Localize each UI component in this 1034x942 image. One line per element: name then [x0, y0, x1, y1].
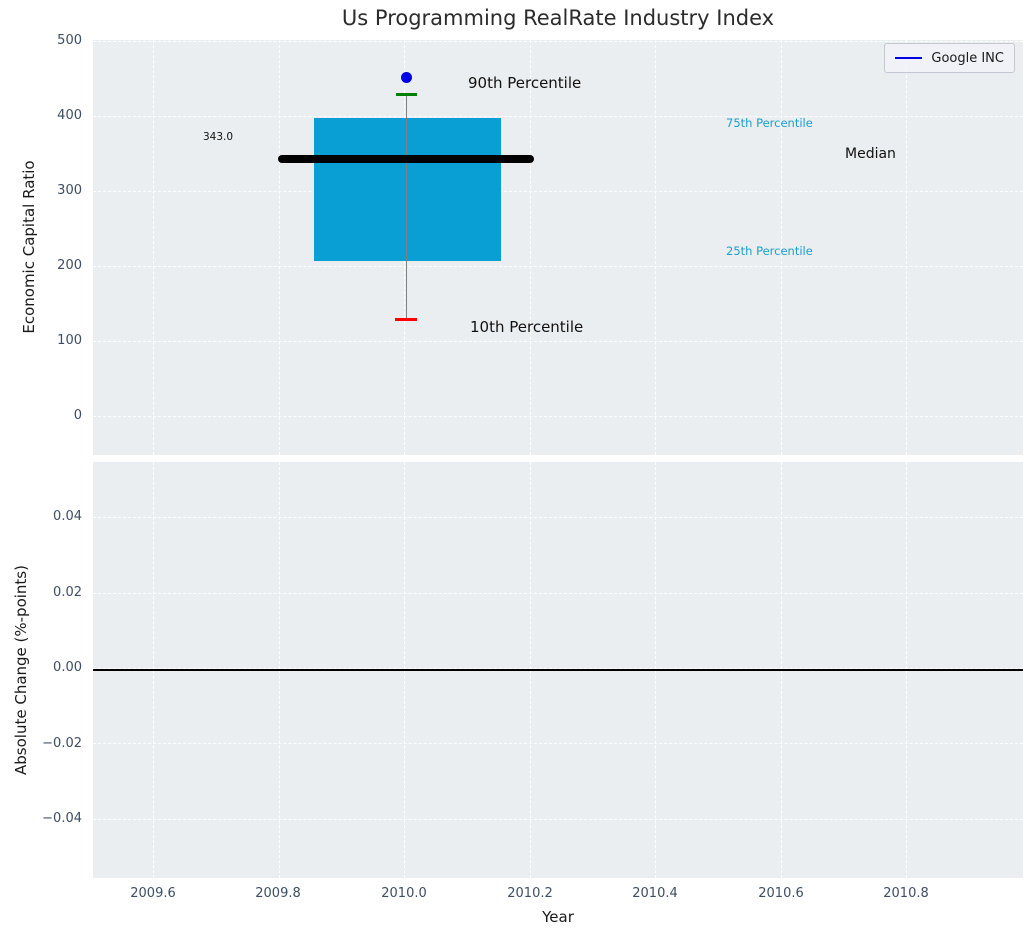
p10-annotation: 10th Percentile	[470, 318, 584, 336]
top-plot-area: 343.0 90th Percentile 10th Percentile 75…	[93, 40, 1023, 455]
gridline-horizontal	[93, 341, 1023, 342]
gridline-vertical	[780, 40, 782, 455]
gridline-horizontal	[93, 41, 1023, 42]
y-tick-label: −0.02	[42, 736, 82, 751]
x-tick-label: 2010.0	[381, 886, 427, 901]
y-tick-label: 500	[57, 33, 82, 48]
x-tick-label: 2010.2	[507, 886, 553, 901]
p75-annotation: 75th Percentile	[726, 116, 813, 130]
y-tick-label: 0	[73, 408, 82, 423]
p10-marker	[395, 318, 417, 321]
legend: Google INC	[884, 43, 1015, 73]
x-tick-label: 2010.6	[758, 886, 804, 901]
x-tick-label: 2010.4	[632, 886, 678, 901]
x-tick-label: 2009.8	[255, 886, 301, 901]
p90-marker	[396, 93, 417, 96]
company-point	[401, 72, 412, 83]
y-tick-label: 100	[57, 333, 82, 348]
zero-line	[93, 669, 1023, 671]
y-tick-label: 0.02	[53, 585, 82, 600]
gridline-horizontal	[93, 743, 1023, 744]
bottom-plot-area	[93, 462, 1023, 878]
bottom-y-axis-label: Absolute Change (%-points)	[12, 565, 30, 775]
x-tick-label: 2009.6	[130, 886, 176, 901]
gridline-horizontal	[93, 517, 1023, 518]
median-annotation: Median	[845, 146, 896, 162]
p25-annotation: 25th Percentile	[726, 244, 813, 258]
y-tick-label: 300	[57, 183, 82, 198]
gridline-vertical	[655, 40, 656, 455]
gridline-horizontal	[93, 116, 1023, 117]
y-tick-label: 0.04	[53, 509, 82, 524]
chart-title: Us Programming RealRate Industry Index	[341, 6, 775, 30]
y-tick-label: 200	[57, 258, 82, 273]
gridline-horizontal	[93, 668, 1023, 669]
gridline-vertical	[906, 40, 907, 455]
p90-annotation: 90th Percentile	[468, 74, 582, 92]
x-tick-label: 2010.8	[883, 886, 929, 901]
legend-line-sample	[895, 57, 923, 59]
legend-label: Google INC	[931, 50, 1004, 66]
gridline-horizontal	[93, 416, 1023, 417]
top-y-axis-label: Economic Capital Ratio	[20, 160, 38, 334]
median-value-annotation: 343.0	[203, 131, 234, 143]
y-tick-label: 400	[57, 108, 82, 123]
whisker-line	[406, 95, 407, 320]
gridline-horizontal	[93, 593, 1023, 594]
gridline-horizontal	[93, 191, 1023, 192]
gridline-vertical	[529, 40, 531, 455]
gridline-vertical	[278, 40, 280, 455]
gridline-horizontal	[93, 819, 1023, 820]
y-tick-label: 0.00	[53, 660, 82, 675]
y-tick-label: −0.04	[42, 811, 82, 826]
x-axis-label: Year	[542, 908, 574, 926]
median-line	[278, 155, 534, 163]
gridline-vertical	[153, 40, 154, 455]
gridline-horizontal	[93, 266, 1023, 267]
percentile-box	[314, 118, 501, 261]
